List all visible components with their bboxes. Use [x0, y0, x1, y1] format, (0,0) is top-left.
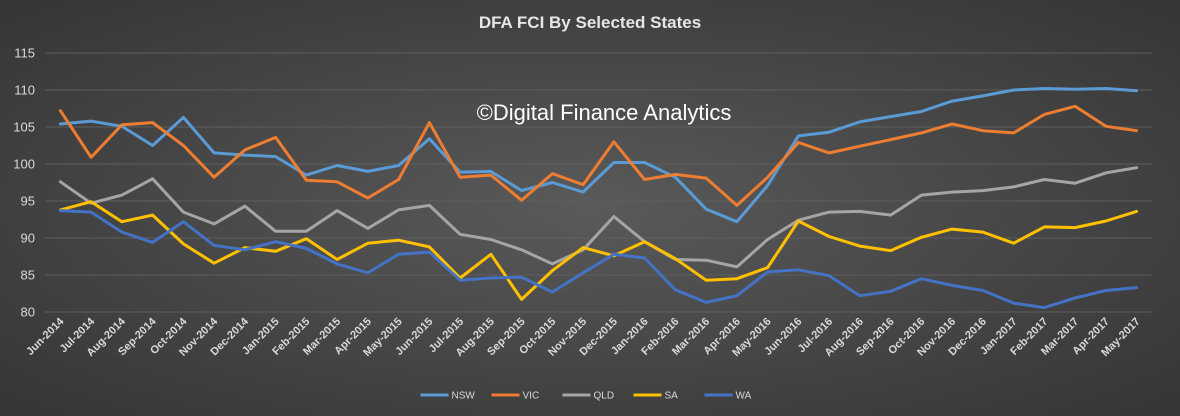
y-tick-label: 80 [21, 305, 35, 320]
legend-item-nsw: NSW [420, 391, 476, 402]
legend: NSW VIC QLD SA WA [420, 391, 752, 402]
grid [45, 52, 1152, 313]
x-axis: Jun-2014Jul-2014Aug-2014Sep-2014Oct-2014… [24, 315, 1142, 359]
y-tick-label: 95 [21, 194, 35, 209]
y-tick-label: 100 [13, 157, 35, 172]
x-tick-label: Jun-2014 [24, 315, 67, 358]
legend-item-wa: WA [704, 391, 752, 402]
series-line-qld [58, 166, 1139, 269]
legend-label: QLD [594, 391, 615, 402]
y-tick-label: 90 [21, 231, 35, 246]
watermark: ©Digital Finance Analytics [477, 100, 732, 125]
chart-title: DFA FCI By Selected States [479, 13, 701, 32]
series-line-vic [58, 104, 1139, 207]
legend-item-qld: QLD [562, 391, 615, 402]
legend-label: VIC [523, 391, 540, 402]
series-line-sa [58, 200, 1139, 301]
y-axis: 80 85 90 95 100 105 110 115 [13, 46, 35, 320]
y-tick-label: 85 [21, 268, 35, 283]
legend-label: WA [736, 391, 752, 402]
legend-label: NSW [452, 391, 476, 402]
legend-item-vic: VIC [491, 391, 540, 402]
series-lines [58, 87, 1139, 310]
series-line-wa [58, 209, 1139, 310]
y-tick-label: 105 [13, 120, 35, 135]
legend-item-sa: SA [633, 391, 679, 402]
legend-label: SA [665, 391, 679, 402]
y-tick-label: 115 [14, 46, 35, 61]
y-tick-label: 110 [14, 83, 35, 98]
